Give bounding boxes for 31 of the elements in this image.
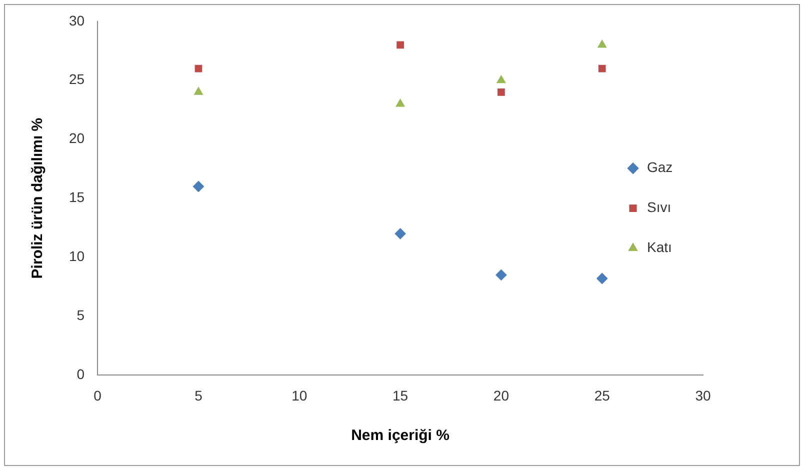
x-tick-label: 5 — [194, 387, 203, 404]
y-tick-label: 5 — [76, 307, 85, 324]
y-tick-label: 10 — [68, 248, 85, 264]
point — [394, 228, 406, 240]
point — [396, 98, 405, 107]
point — [192, 181, 204, 192]
y-tick-label: 15 — [68, 189, 85, 206]
legend-label: Katı — [647, 239, 672, 256]
y-axis-title: Piroliz ürün dağılımı % — [29, 118, 46, 279]
x-tick-label: 20 — [493, 387, 510, 404]
y-tick-label: 30 — [68, 12, 85, 28]
point — [598, 40, 606, 48]
point — [598, 64, 606, 72]
point — [496, 75, 506, 84]
x-tick-label: 25 — [594, 387, 610, 404]
point — [396, 41, 404, 49]
point — [194, 87, 203, 95]
x-tick-label: 15 — [392, 387, 408, 404]
y-tick-label: 20 — [68, 130, 85, 146]
legend-label: Gaz — [647, 159, 673, 176]
x-tick-label: 10 — [292, 387, 308, 404]
x-tick-label: 0 — [94, 387, 102, 404]
point — [496, 269, 507, 280]
point — [596, 272, 608, 284]
x-tick-label: 30 — [695, 387, 711, 404]
y-tick-label: 25 — [68, 71, 85, 88]
legend-label: Sıvı — [647, 199, 672, 216]
y-tick-label: 0 — [76, 366, 85, 382]
point — [498, 88, 505, 96]
point — [194, 64, 202, 72]
x-axis-title: Nem içeriği % — [351, 427, 450, 444]
